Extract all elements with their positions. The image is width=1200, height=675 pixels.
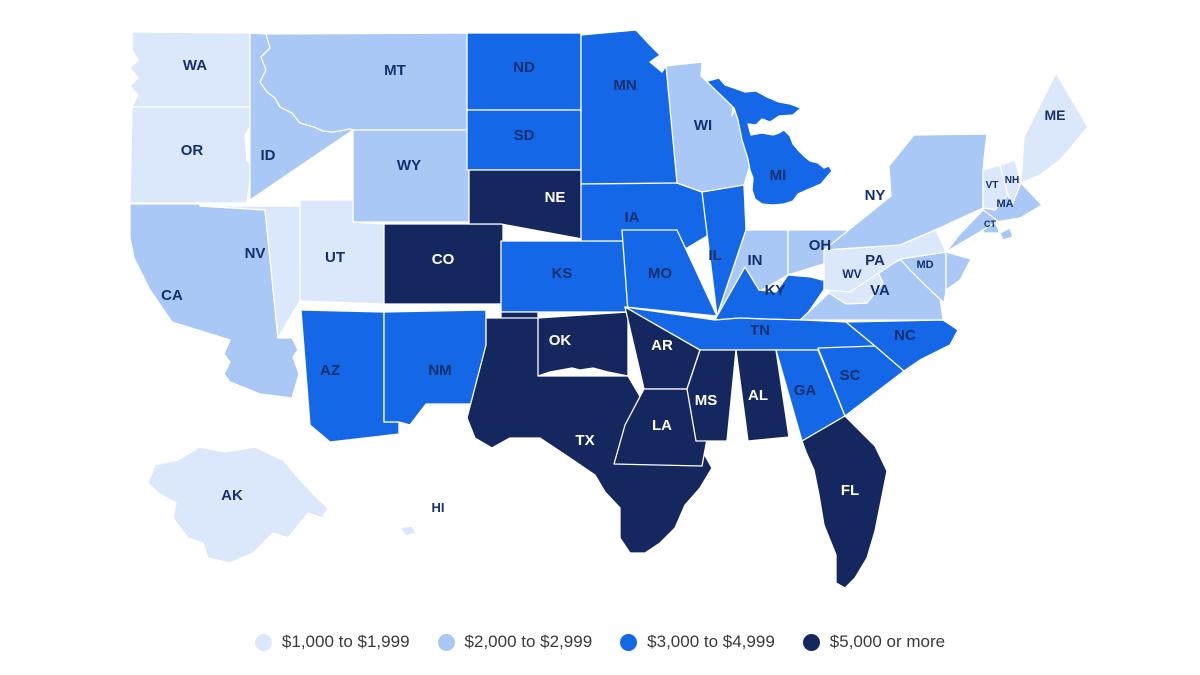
svg-text:KS: KS	[552, 265, 573, 282]
svg-text:WV: WV	[842, 267, 861, 281]
svg-text:OK: OK	[549, 332, 572, 349]
svg-text:OH: OH	[809, 237, 832, 254]
svg-text:WA: WA	[183, 57, 207, 74]
svg-text:HI: HI	[432, 500, 445, 515]
svg-text:AK: AK	[221, 487, 243, 504]
svg-text:WY: WY	[397, 157, 421, 174]
svg-text:CA: CA	[161, 287, 183, 304]
svg-text:CT: CT	[984, 219, 996, 229]
svg-text:ID: ID	[261, 147, 276, 164]
svg-text:LA: LA	[652, 417, 672, 434]
svg-text:SD: SD	[514, 127, 535, 144]
svg-text:MI: MI	[770, 167, 787, 184]
svg-text:NH: NH	[1005, 175, 1019, 186]
svg-text:TX: TX	[575, 432, 594, 449]
svg-text:VA: VA	[870, 282, 890, 299]
svg-text:NM: NM	[428, 362, 451, 379]
svg-text:MT: MT	[384, 62, 406, 79]
svg-text:MA: MA	[996, 198, 1013, 210]
svg-text:ND: ND	[513, 59, 535, 76]
svg-text:MO: MO	[648, 265, 672, 282]
svg-text:VT: VT	[986, 180, 999, 191]
svg-text:MD: MD	[916, 259, 933, 271]
svg-text:WI: WI	[694, 117, 712, 134]
svg-text:MN: MN	[613, 77, 636, 94]
svg-text:CO: CO	[432, 251, 455, 268]
svg-text:AL: AL	[748, 387, 768, 404]
svg-text:GA: GA	[794, 382, 817, 399]
svg-text:IL: IL	[708, 247, 721, 264]
svg-text:TN: TN	[750, 322, 770, 339]
svg-text:NC: NC	[894, 327, 916, 344]
svg-text:ME: ME	[1045, 107, 1066, 123]
svg-text:UT: UT	[325, 249, 345, 266]
svg-text:AZ: AZ	[320, 362, 340, 379]
svg-text:OR: OR	[181, 142, 204, 159]
svg-text:IN: IN	[748, 252, 763, 269]
svg-text:MS: MS	[695, 392, 718, 409]
svg-text:FL: FL	[841, 482, 859, 499]
svg-text:AR: AR	[651, 337, 673, 354]
svg-text:NY: NY	[865, 187, 886, 204]
svg-text:PA: PA	[865, 252, 885, 269]
svg-text:NE: NE	[545, 189, 566, 206]
svg-text:IA: IA	[625, 209, 640, 226]
svg-text:KY: KY	[765, 282, 786, 299]
svg-text:SC: SC	[840, 367, 861, 384]
svg-text:NV: NV	[245, 245, 266, 262]
